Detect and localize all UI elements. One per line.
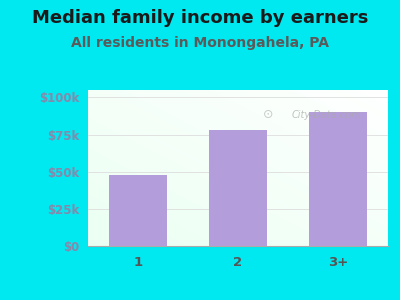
Bar bbox=[109, 175, 167, 246]
Text: ⊙: ⊙ bbox=[263, 108, 273, 121]
Text: All residents in Monongahela, PA: All residents in Monongahela, PA bbox=[71, 36, 329, 50]
Text: Median family income by earners: Median family income by earners bbox=[32, 9, 368, 27]
Bar bbox=[209, 130, 267, 246]
Bar bbox=[309, 112, 367, 246]
Text: City-Data.com: City-Data.com bbox=[292, 110, 362, 120]
